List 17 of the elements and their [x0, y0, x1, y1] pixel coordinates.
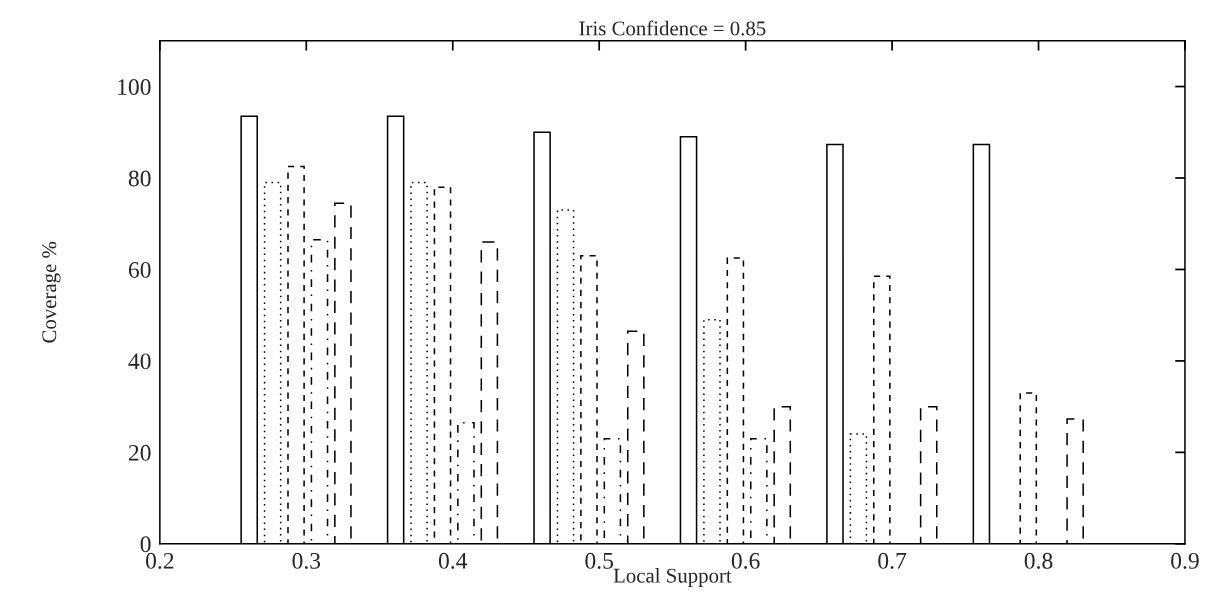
y-tick-label: 20	[128, 444, 151, 461]
x-tick-label: 0.9	[1171, 552, 1199, 569]
y-tick-label: 80	[128, 170, 151, 187]
y-tick-label: 40	[128, 353, 151, 370]
x-tick-label: 0.2	[146, 552, 174, 569]
x-tick-label: 0.5	[585, 552, 614, 569]
y-axis-title: Coverage %	[42, 241, 61, 343]
x-tick-label: 0.8	[1024, 552, 1053, 569]
x-tick-label: 0.6	[731, 552, 760, 569]
x-tick-label: 0.4	[438, 552, 468, 569]
x-axis-title: Local Support	[613, 568, 732, 587]
y-tick-label: 60	[128, 261, 151, 278]
x-tick-label: 0.7	[878, 552, 907, 569]
y-tick-label: 100	[118, 79, 151, 95]
x-tick-label: 0.3	[292, 552, 321, 569]
y-tick-label: 0	[140, 536, 151, 553]
chart-title: Iris Confidence = 0.85	[579, 20, 766, 36]
